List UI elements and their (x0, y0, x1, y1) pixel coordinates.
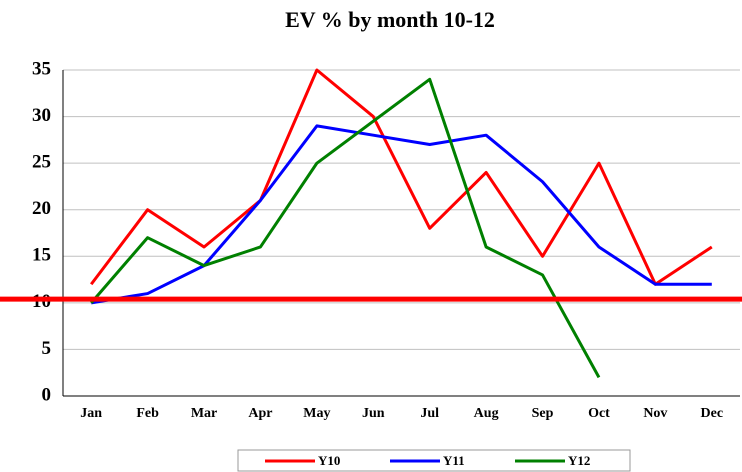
series-line (90, 68, 713, 286)
y-tick-label: 15 (32, 245, 51, 266)
series-line (90, 77, 601, 379)
y-tick-label: 0 (42, 384, 52, 405)
legend-label: Y12 (568, 453, 590, 468)
x-tick-label: Jul (420, 406, 439, 421)
series-line (90, 124, 712, 305)
x-tick-label: Sep (532, 406, 554, 421)
x-tick-label: Nov (643, 406, 667, 421)
y-tick-label: 35 (32, 58, 51, 79)
legend-label: Y11 (443, 453, 465, 468)
x-tick-label: Mar (191, 406, 217, 421)
x-tick-label: Aug (474, 406, 499, 421)
x-tick-label: May (303, 406, 330, 421)
x-tick-label: Apr (248, 406, 272, 421)
x-tick-label: Jun (362, 406, 385, 421)
chart-title: EV % by month 10-12 (285, 7, 495, 32)
x-tick-label: Oct (588, 406, 610, 421)
y-tick-label: 30 (32, 105, 51, 126)
y-tick-label: 5 (42, 338, 52, 359)
x-tick-label: Jan (80, 406, 102, 421)
y-tick-label: 10 (32, 291, 51, 312)
y-tick-label: 20 (32, 198, 51, 219)
x-tick-label: Feb (136, 406, 159, 421)
y-tick-label: 25 (32, 152, 51, 173)
legend-label: Y10 (318, 453, 340, 468)
x-tick-label: Dec (701, 406, 724, 421)
